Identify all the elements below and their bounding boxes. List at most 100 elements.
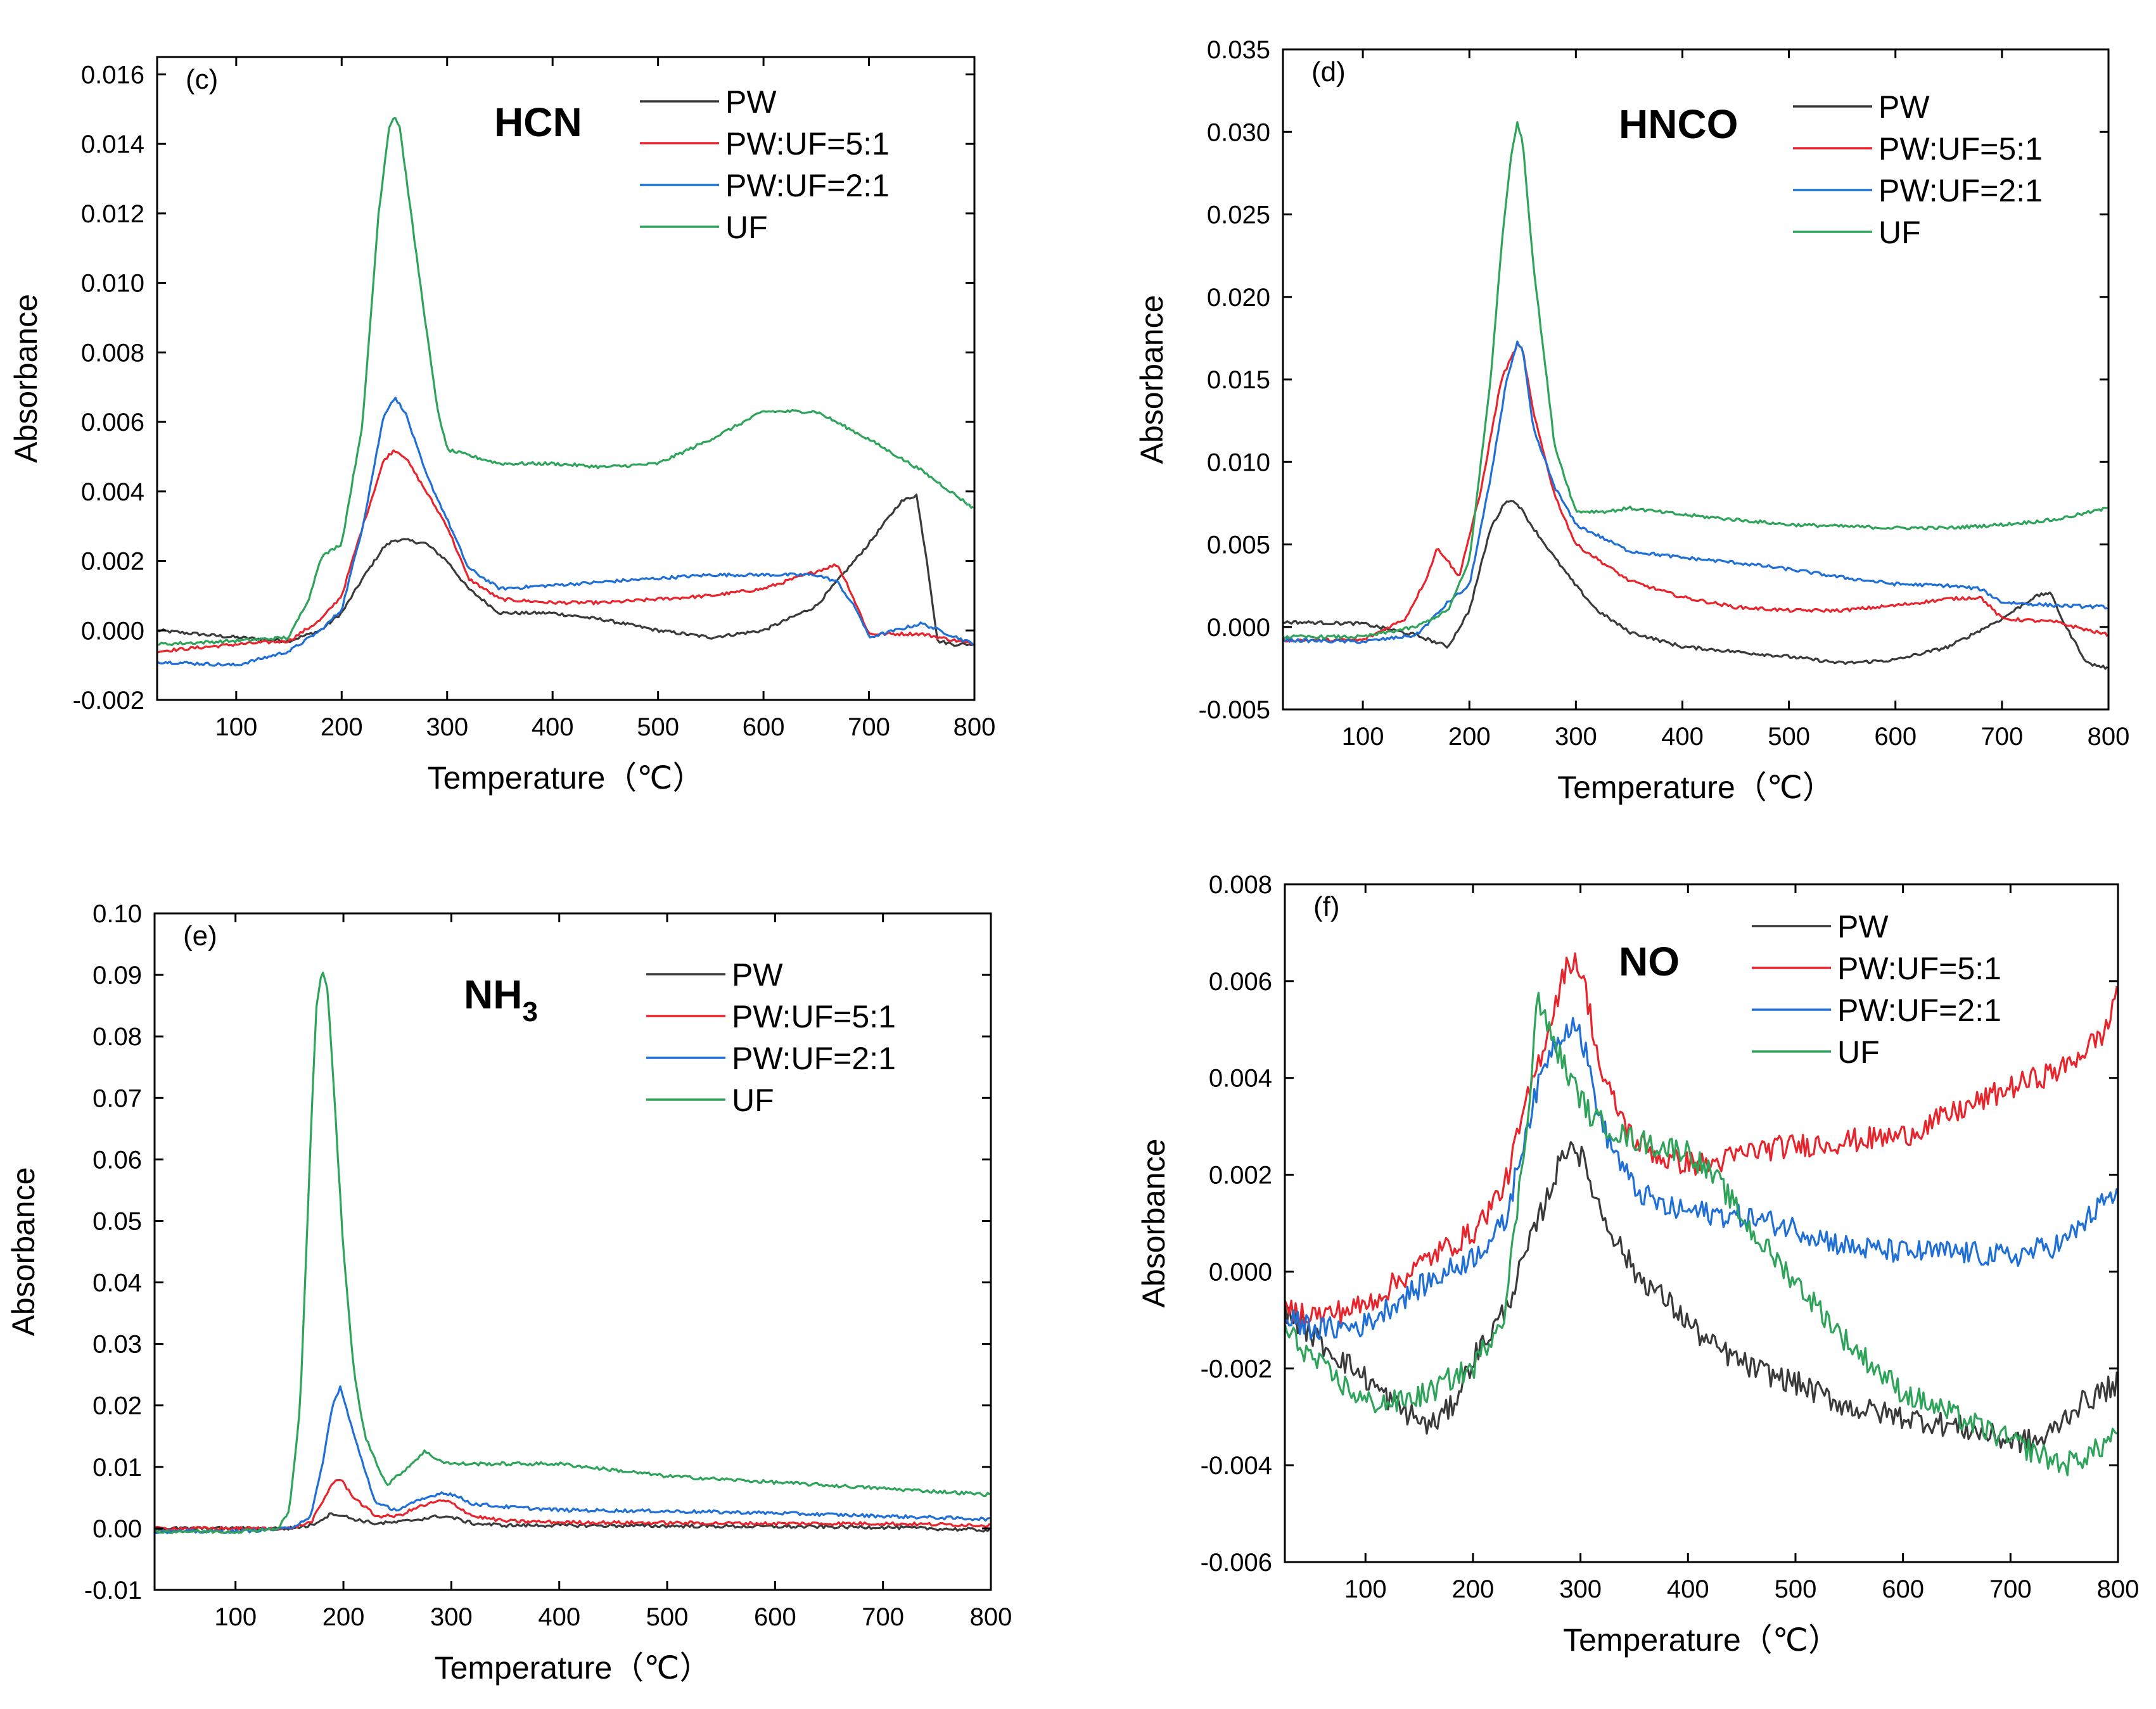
legend: PW PW:UF=5:1 PW:UF=2:1 UF — [646, 957, 896, 1118]
panel-label: (d) — [1311, 56, 1346, 87]
y-tick-label: -0.002 — [73, 687, 144, 715]
legend-label-pw-uf-5-1: PW:UF=5:1 — [732, 999, 896, 1034]
legend-label-pw-uf-2-1: PW:UF=2:1 — [1837, 993, 2001, 1028]
series-line-pw-uf-5-1 — [157, 449, 974, 654]
y-tick-label: -0.002 — [1201, 1355, 1272, 1383]
y-axis-title: Absorbance — [8, 294, 44, 463]
x-tick-label: 700 — [1981, 723, 2023, 751]
series-group — [1283, 121, 2108, 670]
series-line-pw-uf-5-1 — [1283, 342, 2108, 643]
y-tick-label: -0.006 — [1201, 1549, 1272, 1577]
x-axis-title: Temperature（℃） — [1563, 1622, 1840, 1658]
series-line-pw — [1283, 500, 2108, 670]
y-tick-label: 0.01 — [92, 1454, 142, 1482]
panel-label: (e) — [183, 920, 217, 951]
y-tick-label: -0.004 — [1201, 1452, 1272, 1480]
legend-label-pw: PW — [1837, 909, 1889, 944]
legend-label-uf: UF — [1837, 1034, 1880, 1070]
y-tick-label: -0.005 — [1199, 696, 1270, 724]
y-tick-label: 0.010 — [1207, 448, 1270, 476]
series-line-uf — [155, 971, 991, 1534]
series-line-pw — [157, 493, 974, 647]
series-group — [157, 117, 974, 667]
x-tick-label: 800 — [954, 713, 996, 741]
species-title: NH3 — [464, 972, 538, 1027]
x-tick-label: 700 — [848, 713, 890, 741]
species-title: HCN — [494, 99, 582, 145]
x-tick-label: 700 — [1989, 1575, 2032, 1603]
legend: PW PW:UF=5:1 PW:UF=2:1 UF — [1793, 89, 2043, 250]
y-tick-label: 0.002 — [81, 548, 144, 576]
x-tick-label: 600 — [754, 1603, 796, 1631]
y-axis-title: Absorbance — [1134, 295, 1170, 464]
legend-label-pw: PW — [725, 84, 777, 120]
y-axis-title: Absorbance — [1136, 1139, 1171, 1308]
x-tick-label: 800 — [2088, 723, 2130, 751]
y-tick-label: 0.005 — [1207, 531, 1270, 559]
x-tick-label: 100 — [214, 1603, 257, 1631]
series-line-pw-uf-2-1 — [1283, 340, 2108, 644]
x-tick-label: 400 — [532, 713, 574, 741]
legend-label-pw-uf-2-1: PW:UF=2:1 — [725, 168, 890, 203]
y-tick-label: 0.010 — [81, 270, 144, 298]
legend-label-pw: PW — [732, 957, 783, 993]
series-line-uf — [157, 117, 974, 647]
y-tick-label: 0.030 — [1207, 118, 1270, 146]
y-tick-label: 0.05 — [92, 1207, 142, 1235]
y-tick-label: 0.002 — [1209, 1162, 1272, 1190]
x-tick-label: 500 — [1775, 1575, 1817, 1603]
x-tick-label: 700 — [862, 1603, 904, 1631]
y-tick-label: 0.020 — [1207, 284, 1270, 312]
species-title: NO — [1619, 939, 1680, 984]
series-group — [1285, 952, 2118, 1477]
x-tick-label: 600 — [743, 713, 785, 741]
series-line-pw-uf-2-1 — [157, 397, 974, 667]
x-tick-label: 500 — [646, 1603, 689, 1631]
y-tick-label: 0.000 — [1209, 1258, 1272, 1286]
series-group — [155, 971, 991, 1534]
panel-label: (f) — [1313, 891, 1340, 922]
panel-c: 100 200 300 400 500 600 700 800 -0.002 0.000 0.002… — [8, 56, 996, 796]
plot-frame — [1284, 883, 2119, 1563]
y-tick-label: 0.015 — [1207, 366, 1270, 394]
y-tick-label: 0.012 — [81, 200, 144, 228]
x-tick-label: 500 — [1768, 723, 1810, 751]
series-line-uf — [1283, 121, 2108, 640]
series-line-pw — [1285, 1141, 2118, 1454]
y-tick-label: 0.04 — [92, 1269, 142, 1297]
x-tick-label: 600 — [1874, 723, 1917, 751]
y-tick-label: 0.00 — [92, 1515, 142, 1543]
y-tick-label: 0.006 — [81, 409, 144, 436]
series-line-uf — [1285, 991, 2118, 1477]
x-tick-label: 200 — [1452, 1575, 1495, 1603]
legend-label-uf: UF — [732, 1083, 774, 1118]
x-tick-label: 200 — [1448, 723, 1491, 751]
y-axis-title: Absorbance — [6, 1167, 41, 1337]
y-tick-label: 0.06 — [92, 1146, 142, 1174]
x-tick-label: 300 — [1555, 723, 1597, 751]
y-tick-label: 0.025 — [1207, 201, 1270, 229]
x-tick-label: 100 — [215, 713, 257, 741]
legend-label-pw-uf-2-1: PW:UF=2:1 — [1879, 173, 2043, 208]
y-tick-label: 0.02 — [92, 1392, 142, 1420]
panel-f: 100 200 300 400 500 600 700 800 -0.006 -0.004 -0.0… — [1136, 871, 2139, 1658]
legend-label-pw-uf-5-1: PW:UF=5:1 — [1879, 131, 2043, 167]
legend: PW PW:UF=5:1 PW:UF=2:1 UF — [640, 84, 890, 245]
x-tick-label: 800 — [2097, 1575, 2140, 1603]
x-axis-title: Temperature（℃） — [428, 760, 705, 796]
y-tick-label: 0.006 — [1209, 968, 1272, 996]
y-tick-label: 0.07 — [92, 1084, 142, 1112]
x-tick-label: 100 — [1344, 1575, 1387, 1603]
plot-frame — [156, 56, 976, 701]
x-axis-title: Temperature（℃） — [435, 1650, 711, 1686]
y-tick-label: 0.000 — [1207, 614, 1270, 642]
x-tick-label: 600 — [1882, 1575, 1924, 1603]
legend-label-pw-uf-2-1: PW:UF=2:1 — [732, 1041, 896, 1076]
legend-label-pw-uf-5-1: PW:UF=5:1 — [725, 126, 890, 162]
x-tick-label: 400 — [538, 1603, 580, 1631]
x-tick-label: 300 — [1559, 1575, 1602, 1603]
y-tick-label: 0.004 — [81, 478, 144, 506]
x-tick-label: 500 — [637, 713, 679, 741]
y-tick-label: 0.008 — [1209, 871, 1272, 899]
